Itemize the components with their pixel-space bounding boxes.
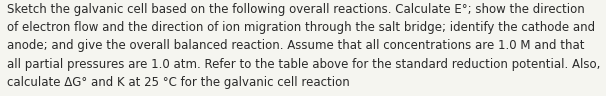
Text: calculate ΔG° and K at 25 °C for the galvanic cell reaction: calculate ΔG° and K at 25 °C for the gal… [7,76,350,89]
Text: anode; and give the overall balanced reaction. Assume that all concentrations ar: anode; and give the overall balanced rea… [7,39,585,52]
Text: of electron flow and the direction of ion migration through the salt bridge; ide: of electron flow and the direction of io… [7,21,596,34]
Text: all partial pressures are 1.0 atm. Refer to the table above for the standard red: all partial pressures are 1.0 atm. Refer… [7,58,601,71]
Text: Sketch the galvanic cell based on the following overall reactions. Calculate E°;: Sketch the galvanic cell based on the fo… [7,3,585,16]
